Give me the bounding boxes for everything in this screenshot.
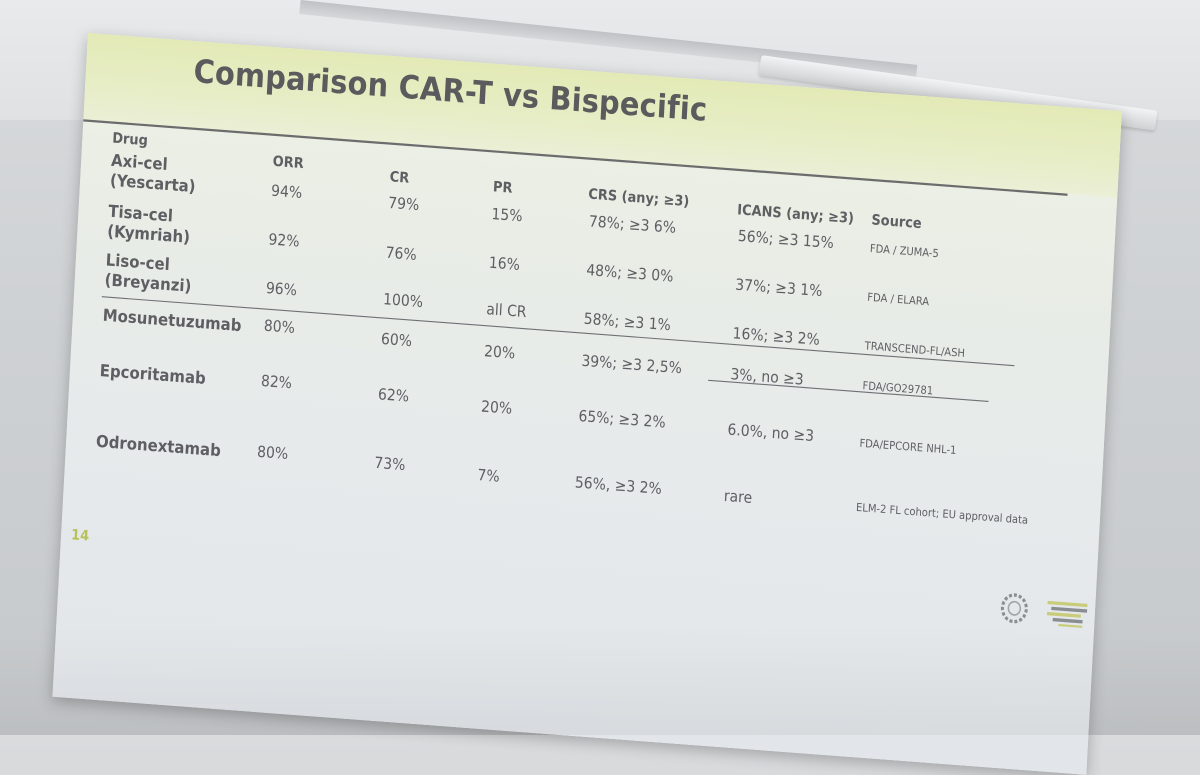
drug-brand: (Yescarta) bbox=[109, 170, 197, 197]
cell-orr: 80% bbox=[263, 317, 296, 338]
cell-icans: 6.0%, no ≥3 bbox=[726, 421, 815, 446]
cell-orr: 82% bbox=[260, 372, 293, 393]
cell-orr: 94% bbox=[270, 182, 303, 203]
header-drug: Drug bbox=[111, 130, 149, 150]
cell-pr: 15% bbox=[491, 205, 523, 226]
cell-source: FDA/EPCORE NHL-1 bbox=[859, 437, 957, 458]
row-divider bbox=[708, 379, 989, 403]
projection-screen: Comparison CAR-T vs Bispecific Drug ORR … bbox=[52, 33, 1122, 775]
header-pr: PR bbox=[492, 179, 513, 198]
cell-pr: 7% bbox=[477, 466, 501, 487]
cell-cr: 100% bbox=[382, 290, 424, 312]
cell-crs: 65%; ≥3 2% bbox=[578, 407, 667, 433]
cell-pr: 20% bbox=[483, 342, 516, 363]
cell-pr: 16% bbox=[488, 254, 521, 275]
cell-crs: 56%, ≥3 2% bbox=[574, 474, 663, 499]
cell-crs: 39%; ≥3 2,5% bbox=[580, 352, 683, 378]
drug-name: Epcoritamab bbox=[99, 360, 207, 389]
cell-orr: 96% bbox=[265, 279, 298, 300]
drug-name: Odronextamab bbox=[95, 431, 222, 461]
page-number: 14 bbox=[70, 527, 90, 546]
cell-cr: 60% bbox=[380, 330, 413, 351]
cell-pr: 20% bbox=[480, 398, 513, 419]
header-orr: ORR bbox=[272, 153, 305, 173]
cell-icans: 56%; ≥3 15% bbox=[737, 227, 835, 253]
cell-icans: 37%; ≥3 1% bbox=[734, 276, 823, 301]
drug-brand: (Breyanzi) bbox=[104, 269, 192, 297]
header-cr: CR bbox=[389, 169, 410, 188]
cell-orr: 80% bbox=[256, 443, 289, 464]
cell-crs: 48%; ≥3 0% bbox=[585, 261, 674, 286]
cell-cr: 73% bbox=[373, 454, 406, 475]
institution-seal-icon bbox=[1000, 593, 1028, 624]
institution-logo-icon bbox=[1046, 600, 1088, 628]
slide: Comparison CAR-T vs Bispecific Drug ORR … bbox=[52, 33, 1122, 775]
drug-name: Mosunetuzumab bbox=[102, 305, 242, 336]
cell-source: ELM-2 FL cohort; EU approval data bbox=[855, 501, 1029, 528]
cell-source: FDA / ELARA bbox=[866, 291, 930, 309]
header-icans: ICANS (any; ≥3) bbox=[736, 202, 855, 228]
cell-source: FDA / ZUMA-5 bbox=[869, 243, 940, 261]
header-source: Source bbox=[871, 212, 923, 233]
cell-pr: all CR bbox=[485, 300, 527, 322]
cell-cr: 79% bbox=[387, 194, 420, 215]
cell-orr: 92% bbox=[268, 231, 300, 252]
cell-crs: 78%; ≥3 6% bbox=[588, 213, 677, 238]
cell-cr: 62% bbox=[377, 385, 410, 406]
cell-icans: rare bbox=[723, 487, 753, 508]
drug-brand: (Kymriah) bbox=[106, 221, 191, 248]
cell-cr: 76% bbox=[385, 244, 418, 265]
header-crs: CRS (any; ≥3) bbox=[587, 186, 690, 211]
cell-crs: 58%; ≥3 1% bbox=[583, 310, 672, 335]
